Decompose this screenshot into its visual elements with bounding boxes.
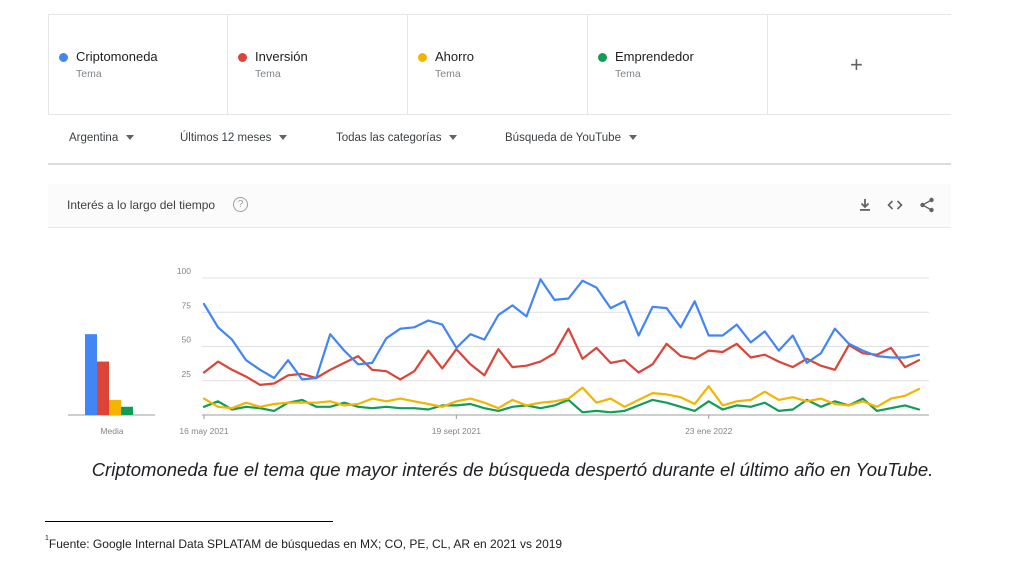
term-name: Inversión xyxy=(255,49,308,64)
source-filter-label: Búsqueda de YouTube xyxy=(505,132,621,144)
term-color-dot xyxy=(418,53,427,62)
category-filter-dropdown[interactable]: Todas las categorías xyxy=(336,132,458,144)
term-color-dot xyxy=(59,53,68,62)
period-filter-dropdown[interactable]: Últimos 12 meses xyxy=(180,132,288,144)
comparison-terms-bar: Criptomoneda Tema Inversión Tema Ahorro … xyxy=(48,14,951,115)
series-line-criptomoneda xyxy=(202,278,921,381)
add-term-button[interactable]: + xyxy=(768,15,951,114)
category-filter-label: Todas las categorías xyxy=(336,132,442,144)
series-line-inversión xyxy=(202,327,921,386)
axis-labels: 25 50 75 100 16 may 2021 19 sept 2021 23 ene 2… xyxy=(100,266,732,436)
average-bars xyxy=(85,334,133,415)
chart-caption: Criptomoneda fue el tema que mayor inter… xyxy=(91,459,934,480)
average-bar-emprendedor xyxy=(121,406,133,415)
filter-bar: Argentina Últimos 12 meses Todas las cat… xyxy=(48,114,951,165)
card-title: Interés a lo largo del tiempo xyxy=(67,198,216,212)
series-line-emprendedor xyxy=(202,397,921,414)
interest-over-time-card: Interés a lo largo del tiempo ? xyxy=(48,184,951,446)
x-tick-label: 19 sept 2021 xyxy=(432,426,481,436)
region-filter-dropdown[interactable]: Argentina xyxy=(69,132,135,144)
source-filter-dropdown[interactable]: Búsqueda de YouTube xyxy=(505,132,637,144)
y-tick-label: 100 xyxy=(177,266,191,276)
share-icon[interactable] xyxy=(918,196,936,214)
term-color-dot xyxy=(238,53,247,62)
period-filter-label: Últimos 12 meses xyxy=(180,132,272,144)
x-tick-label: 23 ene 2022 xyxy=(685,426,733,436)
y-tick-label: 75 xyxy=(182,300,192,310)
plus-icon: + xyxy=(850,52,863,77)
caret-down-icon xyxy=(628,135,637,141)
term-kind: Tema xyxy=(435,68,461,80)
footnote-marker: 1 xyxy=(45,535,49,542)
term-name: Emprendedor xyxy=(615,49,694,64)
caret-down-icon xyxy=(126,135,135,141)
term-card-inversion[interactable]: Inversión Tema xyxy=(228,15,408,114)
caret-down-icon xyxy=(449,135,458,141)
average-bar-inversión xyxy=(97,361,109,415)
download-icon[interactable] xyxy=(856,196,874,214)
card-header: Interés a lo largo del tiempo ? xyxy=(48,184,951,228)
term-color-dot xyxy=(598,53,607,62)
x-tick-label: 16 may 2021 xyxy=(179,426,228,436)
footnote-text: Fuente: Google Internal Data SPLATAM de … xyxy=(48,537,563,551)
y-tick-label: 50 xyxy=(182,335,192,345)
term-kind: Tema xyxy=(76,68,102,80)
term-kind: Tema xyxy=(615,68,641,80)
term-card-ahorro[interactable]: Ahorro Tema xyxy=(408,15,588,114)
region-filter-label: Argentina xyxy=(69,132,119,144)
footnote-divider xyxy=(45,521,333,523)
chart-grid xyxy=(68,277,929,419)
term-card-emprendedor[interactable]: Emprendedor Tema xyxy=(588,15,768,114)
series-line-ahorro xyxy=(202,385,921,410)
series-lines xyxy=(202,278,921,414)
caret-down-icon xyxy=(279,135,288,141)
help-icon[interactable]: ? xyxy=(233,197,248,212)
average-bar-criptomoneda xyxy=(85,334,97,415)
term-kind: Tema xyxy=(255,68,281,80)
term-card-criptomoneda[interactable]: Criptomoneda Tema xyxy=(48,15,228,114)
term-name: Criptomoneda xyxy=(76,49,158,64)
embed-code-icon[interactable] xyxy=(886,196,904,214)
interest-line-chart: 25 50 75 100 16 may 2021 19 sept 2021 23 ene 2… xyxy=(68,266,929,436)
term-name: Ahorro xyxy=(435,49,475,64)
average-label: Media xyxy=(100,426,123,436)
footnote: 1Fuente: Google Internal Data SPLATAM de… xyxy=(45,535,563,551)
average-bar-ahorro xyxy=(109,399,121,415)
y-tick-label: 25 xyxy=(182,369,192,379)
